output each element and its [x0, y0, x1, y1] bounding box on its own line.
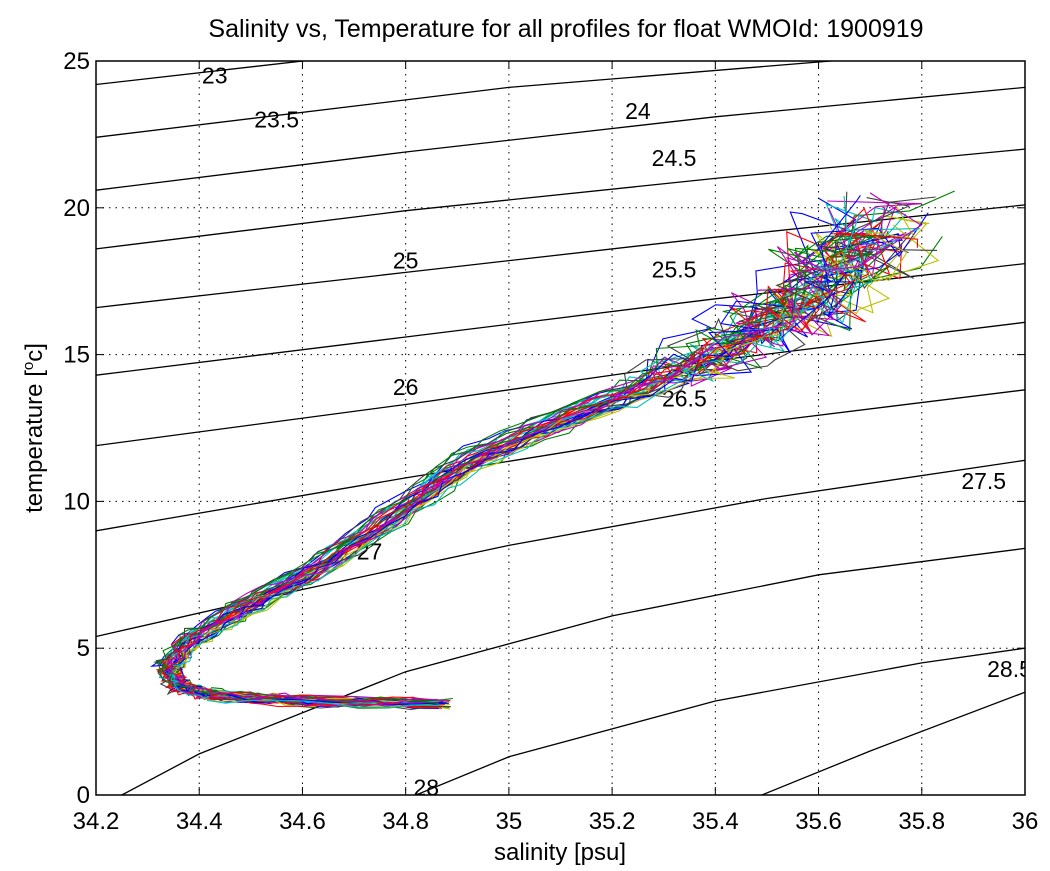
density-contour: [96, 86, 1025, 191]
y-tick-label: 5: [77, 635, 90, 662]
grid-lines: [96, 61, 1025, 795]
y-tick-label: 20: [63, 195, 90, 222]
profile-line: [170, 192, 923, 705]
profile-line: [161, 206, 907, 706]
density-contour: [96, 148, 1025, 250]
y-tick-label: 25: [63, 48, 90, 75]
density-contour-label: 28: [414, 775, 440, 801]
profile-line: [167, 207, 865, 706]
density-contour-label: 26: [393, 374, 419, 400]
x-tick-label: 35: [496, 808, 523, 835]
profile-line: [158, 232, 888, 706]
profile-line: [161, 203, 878, 704]
x-tick-label: 34.2: [73, 808, 120, 835]
density-contour-label: 24: [625, 98, 651, 124]
density-contour-label: 25.5: [652, 256, 697, 282]
x-tick-label: 36: [1012, 808, 1039, 835]
profile-line: [166, 207, 886, 707]
density-contour: [96, 321, 1025, 447]
y-axis-label-degree: o: [20, 362, 37, 370]
y-tick-label: 15: [63, 342, 90, 369]
x-axis-label: salinity [psu]: [494, 839, 626, 866]
profile-line: [155, 197, 911, 704]
density-contour-label: 23: [202, 63, 228, 89]
y-axis-ticks: 0 5 10 15 20 25: [63, 48, 1025, 809]
y-axis-label-suffix: c]: [21, 343, 48, 362]
profile-line: [170, 223, 852, 710]
density-contour: [96, 262, 1025, 376]
density-contour: [415, 647, 1025, 795]
y-tick-label: 10: [63, 488, 90, 515]
x-tick-label: 35.6: [795, 808, 842, 835]
density-contour: [96, 61, 839, 138]
chart-title: Salinity vs, Temperature for all profile…: [208, 15, 923, 43]
x-tick-label: 35.2: [589, 808, 636, 835]
density-contour: [96, 204, 1025, 309]
profile-line: [170, 212, 861, 709]
density-contour-label: 28.5: [987, 656, 1032, 682]
density-contour-label: 27.5: [961, 468, 1006, 494]
density-contour: [96, 61, 309, 86]
density-contour: [96, 389, 1025, 532]
profile-line: [176, 194, 861, 706]
y-tick-label: 0: [77, 782, 90, 809]
x-tick-label: 35.4: [692, 808, 739, 835]
y-axis-label-prefix: temperature [: [21, 370, 48, 513]
x-tick-label: 34.8: [382, 808, 429, 835]
x-tick-label: 35.8: [898, 808, 945, 835]
profile-line: [162, 207, 890, 709]
density-contour-label: 24.5: [652, 145, 697, 171]
density-contour: [761, 691, 1025, 795]
profile-series: [149, 190, 955, 711]
y-axis-label: temperature [oc]: [20, 343, 48, 513]
x-tick-label: 34.6: [279, 808, 326, 835]
density-contour: [121, 547, 1025, 795]
density-contour-label: 23.5: [254, 107, 299, 133]
x-tick-label: 34.4: [176, 808, 223, 835]
plot-frame: [95, 60, 1026, 796]
density-contour-label: 25: [393, 248, 419, 274]
x-axis-ticks: 34.2 34.4 34.6 34.8 35 35.2 35.4 35.6 35.8 36: [73, 61, 1039, 835]
